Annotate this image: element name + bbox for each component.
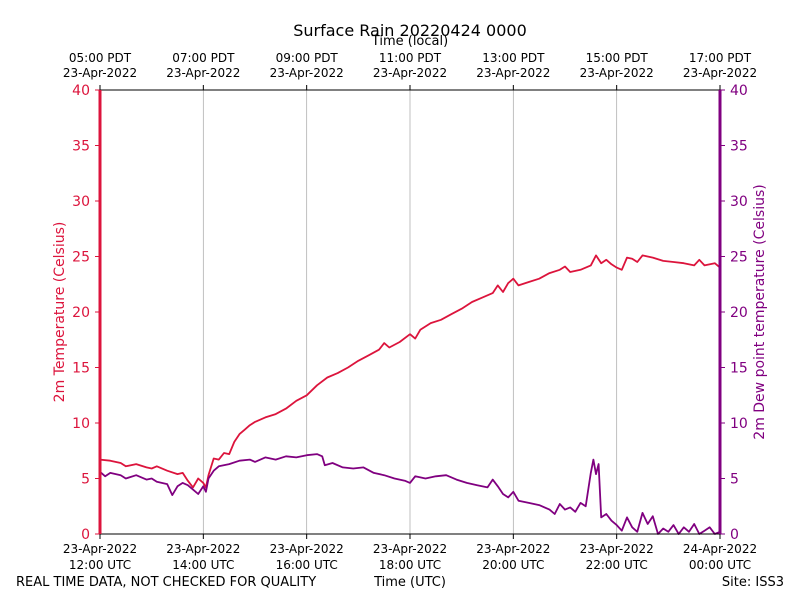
top-x-axis-label: Time (local) — [371, 34, 449, 49]
left-y-tick-label: 15 — [72, 361, 90, 377]
right-y-axis-title: 2m Dew point temperature (Celsius) — [752, 184, 768, 439]
chart-title: Surface Rain 20220424 0000 — [293, 21, 527, 40]
bottom-x-tick-label: 23-Apr-2022 — [373, 542, 447, 556]
top-x-tick-label: 13:00 PDT — [482, 51, 545, 65]
left-y-tick-label: 25 — [72, 250, 90, 266]
right-y-tick-label: 35 — [730, 139, 748, 155]
right-y-tick-label: 5 — [730, 472, 739, 488]
left-y-tick-label: 10 — [72, 416, 90, 432]
top-x-tick-label: 23-Apr-2022 — [166, 66, 240, 80]
top-x-tick-label: 23-Apr-2022 — [63, 66, 137, 80]
bottom-x-tick-label: 14:00 UTC — [172, 558, 234, 572]
bottom-x-tick-label: 00:00 UTC — [689, 558, 751, 572]
site-label: Site: ISS3 — [721, 575, 784, 590]
right-y-tick-label: 10 — [730, 416, 748, 432]
left-y-tick-label: 40 — [72, 83, 90, 99]
right-y-tick-label: 20 — [730, 305, 748, 321]
right-y-tick-label: 15 — [730, 361, 748, 377]
grid-lines — [202, 90, 618, 534]
left-y-axis-title: 2m Temperature (Celsius) — [52, 222, 68, 403]
right-y-tick-label: 25 — [730, 250, 748, 266]
top-x-tick-label: 11:00 PDT — [379, 51, 442, 65]
bottom-x-tick-label: 16:00 UTC — [276, 558, 338, 572]
top-x-tick-label: 09:00 PDT — [276, 51, 339, 65]
bottom-x-tick-label: 23-Apr-2022 — [476, 542, 550, 556]
bottom-x-axis-label: Time (UTC) — [374, 575, 446, 590]
bottom-x-tick-label: 22:00 UTC — [586, 558, 648, 572]
bottom-x-tick-label: 23-Apr-2022 — [166, 542, 240, 556]
quality-disclaimer: REAL TIME DATA, NOT CHECKED FOR QUALITY — [16, 575, 317, 590]
left-y-tick-label: 30 — [72, 194, 90, 210]
right-y-tick-label: 0 — [730, 527, 739, 543]
left-y-tick-label: 0 — [81, 527, 90, 543]
right-y-tick-label: 40 — [730, 83, 748, 99]
top-x-tick-label: 23-Apr-2022 — [270, 66, 344, 80]
top-x-tick-label: 23-Apr-2022 — [476, 66, 550, 80]
dewpoint-series-line — [99, 453, 721, 535]
top-x-tick-label: 15:00 PDT — [586, 51, 649, 65]
right-y-tick-label: 30 — [730, 194, 748, 210]
top-x-tick-label: 05:00 PDT — [69, 51, 132, 65]
left-y-tick-label: 5 — [81, 472, 90, 488]
top-x-tick-label: 23-Apr-2022 — [580, 66, 654, 80]
bottom-x-tick-label: 23-Apr-2022 — [580, 542, 654, 556]
series-layer — [99, 254, 721, 535]
bottom-x-tick-label: 12:00 UTC — [69, 558, 131, 572]
top-x-tick-label: 23-Apr-2022 — [683, 66, 757, 80]
temperature-series-line — [99, 254, 721, 489]
bottom-x-tick-label: 23-Apr-2022 — [63, 542, 137, 556]
bottom-x-tick-label: 20:00 UTC — [482, 558, 544, 572]
bottom-x-tick-label: 23-Apr-2022 — [270, 542, 344, 556]
ticks: 0 0 5 5 10 10 15 15 20 20 25 25 30 30 35 35 40 40 23-Apr-2… — [52, 51, 768, 572]
left-y-tick-label: 20 — [72, 305, 90, 321]
top-x-tick-label: 07:00 PDT — [172, 51, 235, 65]
top-x-tick-label: 23-Apr-2022 — [373, 66, 447, 80]
bottom-x-tick-label: 24-Apr-2022 — [683, 542, 757, 556]
left-y-tick-label: 35 — [72, 139, 90, 155]
top-x-tick-label: 17:00 PDT — [689, 51, 752, 65]
bottom-x-tick-label: 18:00 UTC — [379, 558, 441, 572]
